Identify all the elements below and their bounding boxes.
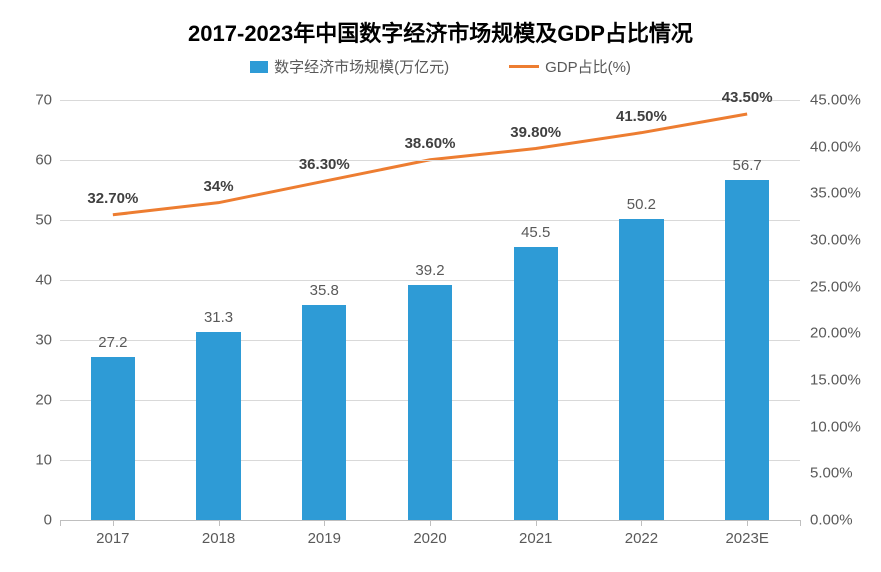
- x-tick-label: 2022: [625, 530, 658, 547]
- y-right-tick-label: 40.00%: [800, 138, 861, 155]
- y-left-tick-label: 50: [35, 212, 60, 229]
- y-left-tick-label: 40: [35, 272, 60, 289]
- legend-swatch-bar: [250, 61, 268, 73]
- x-tick: [800, 520, 801, 526]
- y-right-tick-label: 15.00%: [800, 372, 861, 389]
- legend: 数字经济市场规模(万亿元) GDP占比(%): [0, 56, 881, 77]
- line-value-label: 38.60%: [405, 135, 456, 152]
- bar: 31.3: [196, 332, 240, 520]
- line-value-label: 43.50%: [722, 89, 773, 106]
- x-tick-label: 2017: [96, 530, 129, 547]
- bar-value-label: 50.2: [627, 196, 656, 213]
- bar: 56.7: [725, 180, 769, 520]
- y-left-tick-label: 60: [35, 152, 60, 169]
- y-right-tick-label: 35.00%: [800, 185, 861, 202]
- y-right-tick-label: 20.00%: [800, 325, 861, 342]
- bar-value-label: 56.7: [733, 157, 762, 174]
- x-tick: [60, 520, 61, 526]
- gridline: [60, 100, 800, 101]
- line-value-label: 39.80%: [510, 124, 561, 141]
- y-right-tick-label: 45.00%: [800, 92, 861, 109]
- gridline: [60, 280, 800, 281]
- x-tick-label: 2019: [308, 530, 341, 547]
- x-tick-label: 2023E: [725, 530, 768, 547]
- line-value-label: 34%: [204, 178, 234, 195]
- bar-value-label: 39.2: [415, 262, 444, 279]
- chart-title: 2017-2023年中国数字经济市场规模及GDP占比情况: [0, 16, 881, 48]
- legend-swatch-line: [509, 65, 539, 68]
- y-right-tick-label: 10.00%: [800, 418, 861, 435]
- chart-container: 2017-2023年中国数字经济市场规模及GDP占比情况 数字经济市场规模(万亿…: [0, 0, 881, 572]
- line-value-label: 41.50%: [616, 108, 667, 125]
- y-right-tick-label: 0.00%: [800, 512, 853, 529]
- x-tick: [641, 520, 642, 526]
- legend-item-bars: 数字经济市场规模(万亿元): [250, 56, 449, 77]
- x-tick: [219, 520, 220, 526]
- bar: 39.2: [408, 285, 452, 520]
- bar: 50.2: [619, 219, 663, 520]
- y-left-tick-label: 70: [35, 92, 60, 109]
- bar-value-label: 27.2: [98, 334, 127, 351]
- bar: 35.8: [302, 305, 346, 520]
- x-tick-label: 2018: [202, 530, 235, 547]
- x-tick: [536, 520, 537, 526]
- y-right-tick-label: 30.00%: [800, 232, 861, 249]
- x-tick-label: 2021: [519, 530, 552, 547]
- bar-value-label: 35.8: [310, 282, 339, 299]
- y-left-tick-label: 10: [35, 452, 60, 469]
- line-value-label: 36.30%: [299, 156, 350, 173]
- bar-value-label: 45.5: [521, 224, 550, 241]
- gridline: [60, 220, 800, 221]
- x-tick: [747, 520, 748, 526]
- y-left-tick-label: 0: [44, 512, 60, 529]
- x-tick: [430, 520, 431, 526]
- x-tick: [324, 520, 325, 526]
- legend-label-bars: 数字经济市场规模(万亿元): [274, 56, 449, 77]
- y-right-tick-label: 25.00%: [800, 278, 861, 295]
- y-right-tick-label: 5.00%: [800, 465, 853, 482]
- legend-item-line: GDP占比(%): [509, 56, 631, 77]
- y-left-tick-label: 20: [35, 392, 60, 409]
- y-left-tick-label: 30: [35, 332, 60, 349]
- gridline: [60, 160, 800, 161]
- x-tick-label: 2020: [413, 530, 446, 547]
- bar-value-label: 31.3: [204, 309, 233, 326]
- bar: 45.5: [514, 247, 558, 520]
- plot-area: 0102030405060700.00%5.00%10.00%15.00%20.…: [60, 100, 800, 520]
- line-value-label: 32.70%: [87, 190, 138, 207]
- legend-label-line: GDP占比(%): [545, 56, 631, 77]
- x-tick: [113, 520, 114, 526]
- bar: 27.2: [91, 357, 135, 520]
